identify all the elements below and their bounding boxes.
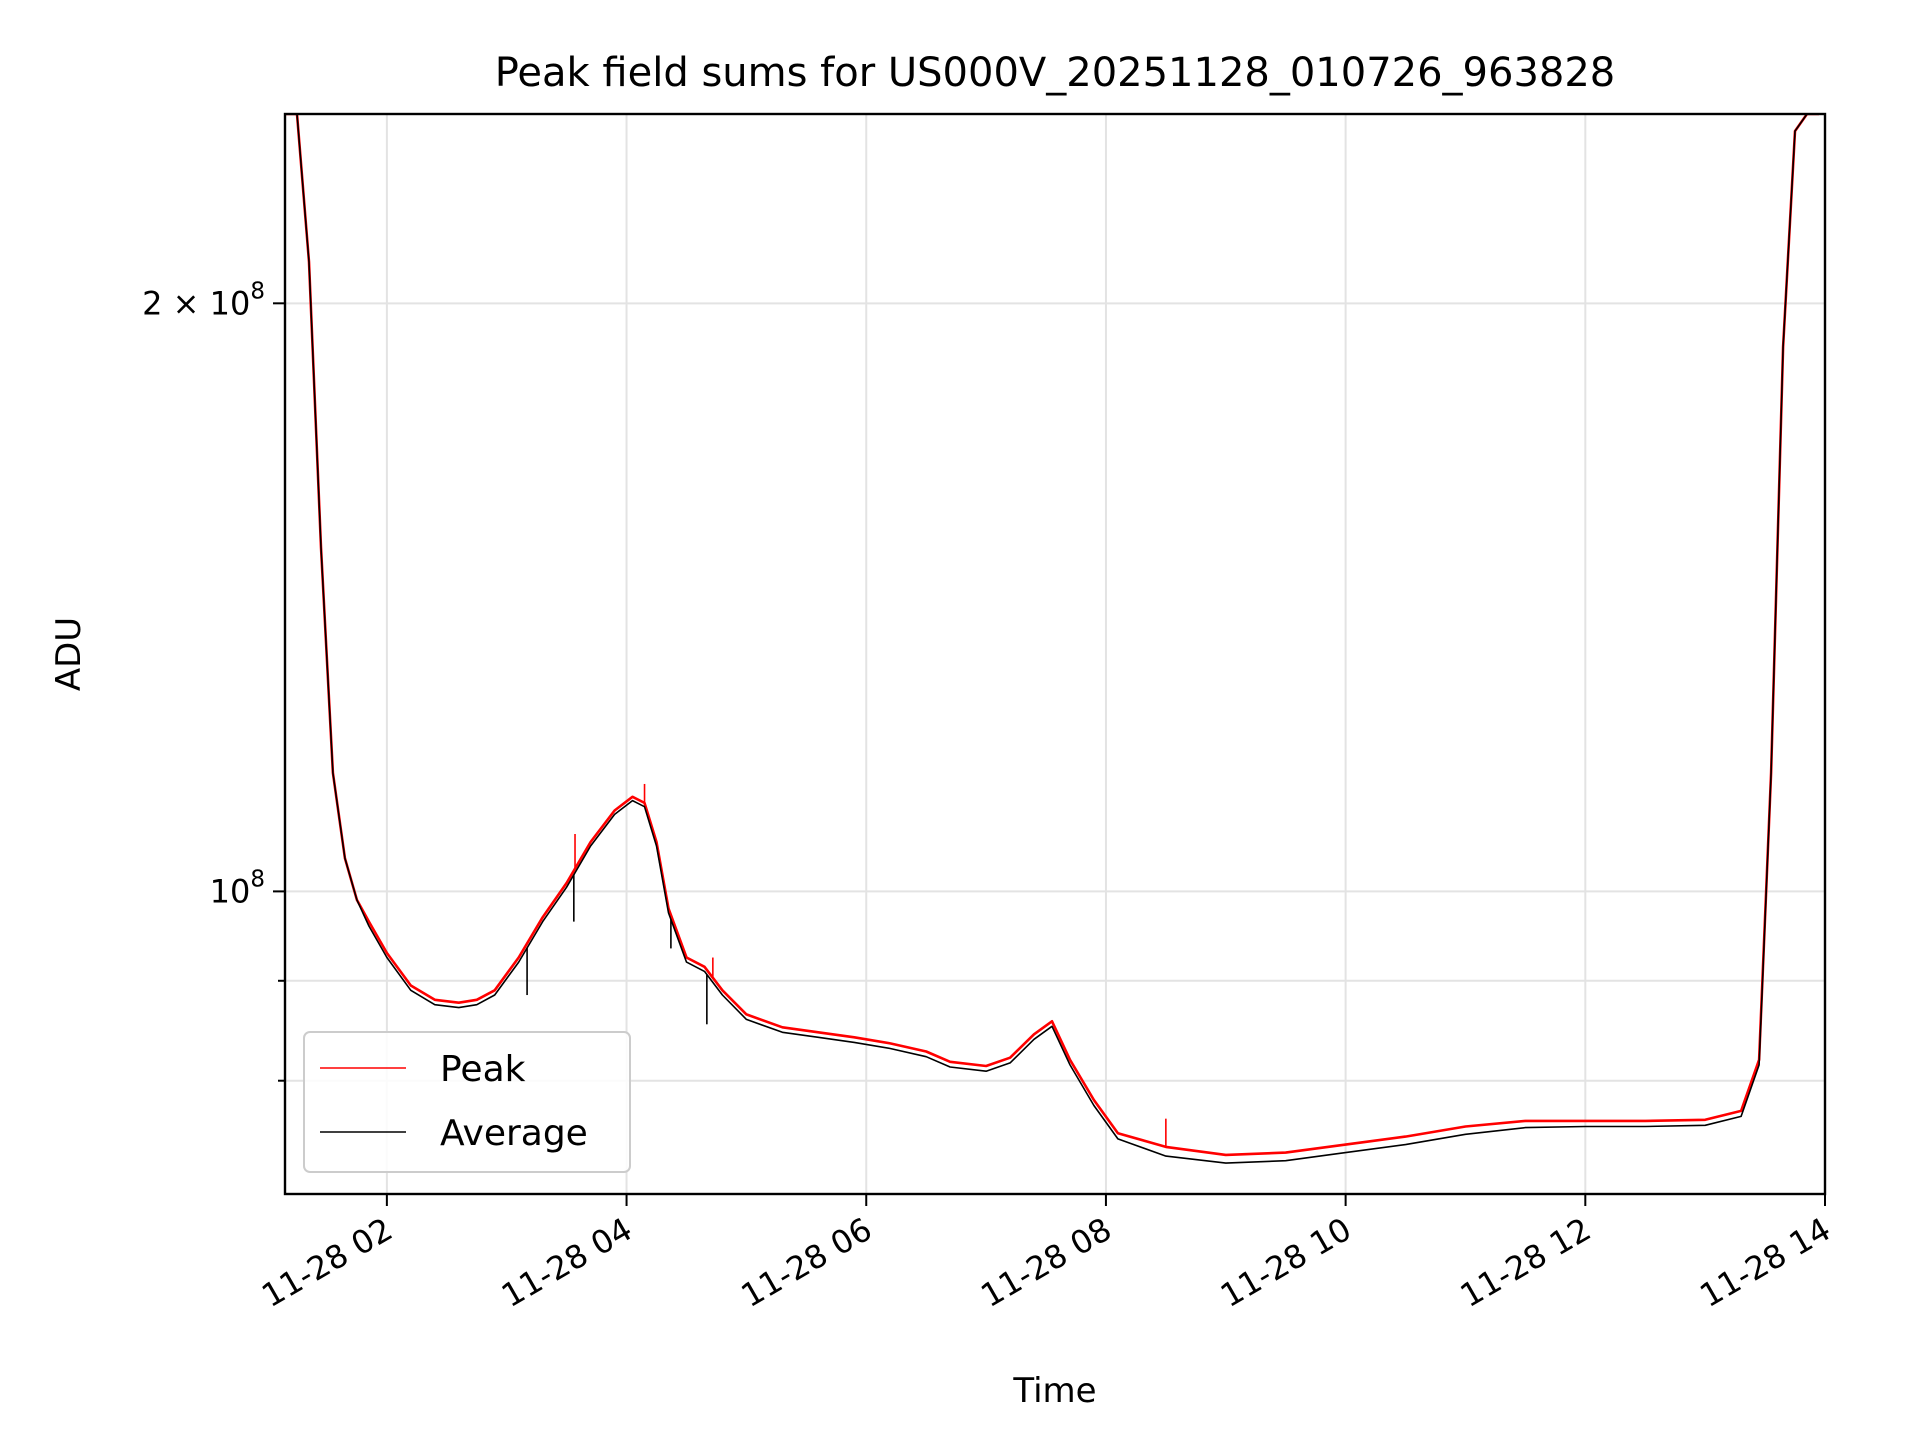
x-tick-label: 11-28 04: [495, 1210, 639, 1315]
plot-area: [285, 114, 1819, 1164]
x-tick-label: 11-28 02: [255, 1210, 399, 1315]
x-axis-label: Time: [1012, 1371, 1096, 1411]
x-tick-label: 11-28 08: [974, 1210, 1118, 1315]
y-tick-exponent: 8: [250, 866, 265, 892]
y-tick-exponent: 8: [250, 278, 265, 304]
chart-title: Peak field sums for US000V_20251128_0107…: [495, 50, 1616, 96]
legend-label-average: Average: [440, 1113, 588, 1154]
x-tick-label: 11-28 10: [1214, 1210, 1358, 1315]
legend-box: [303, 1031, 631, 1173]
y-axis-label: ADU: [49, 617, 89, 691]
y-tick-base: 10: [210, 872, 251, 910]
x-tick-label: 11-28 14: [1693, 1210, 1837, 1315]
y-tick-base: 10: [210, 284, 251, 322]
legend-label-peak: Peak: [440, 1049, 526, 1090]
y-tick-label: 2 × 108: [142, 278, 265, 322]
grid: [285, 114, 1825, 1194]
series-line-average: [285, 114, 1819, 1164]
x-tick-label: 11-28 12: [1454, 1210, 1598, 1315]
y-tick-label: 108: [210, 866, 265, 910]
x-tick-label: 11-28 06: [735, 1210, 879, 1315]
series-line-peak: [285, 114, 1819, 1157]
series-group: [285, 114, 1819, 1164]
y-tick-mantissa: 2 ×: [142, 284, 210, 322]
legend: Peak Average: [303, 1031, 631, 1173]
plot-frame: [283, 112, 1827, 1196]
